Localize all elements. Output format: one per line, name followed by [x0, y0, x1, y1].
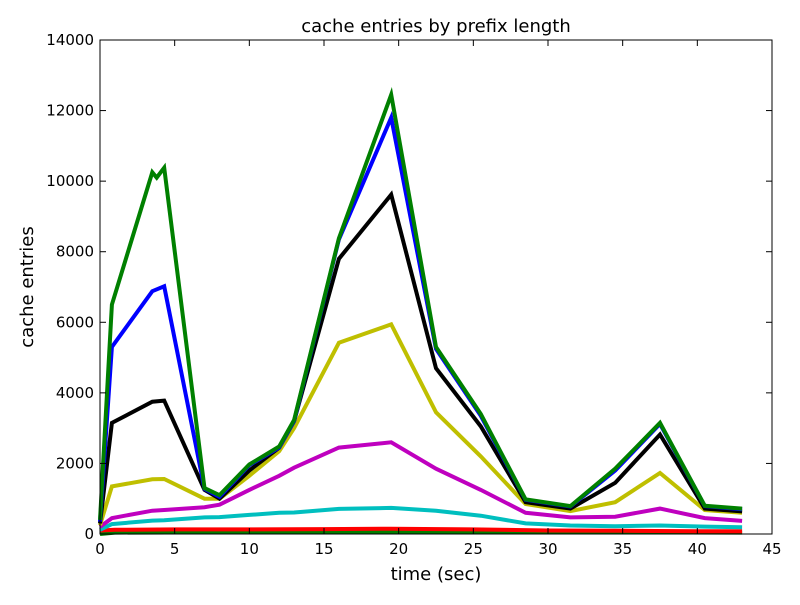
y-tick-label: 8000: [56, 243, 94, 261]
x-tick-label: 20: [389, 540, 408, 558]
y-tick-label: 10000: [46, 172, 94, 190]
y-tick-label: 12000: [46, 102, 94, 120]
series-layer: [98, 87, 743, 536]
x-tick-label: 10: [240, 540, 259, 558]
x-tick-label: 15: [314, 540, 333, 558]
x-tick-label: 5: [170, 540, 180, 558]
x-tick-label: 45: [762, 540, 781, 558]
y-tick-label: 6000: [56, 313, 94, 331]
series-line-6: [98, 190, 743, 524]
x-axis-ticks: 0 5 10 15 20 25 30 35 40 45: [95, 40, 782, 558]
series-line-4: [98, 440, 743, 529]
x-tick-label: 35: [613, 540, 632, 558]
y-axis-label: cache entries: [17, 226, 38, 347]
series-line-3: [99, 505, 743, 532]
chart-title: cache entries by prefix length: [301, 16, 571, 37]
plot-frame: [99, 39, 773, 535]
x-tick-label: 30: [538, 540, 557, 558]
y-tick-label: 14000: [46, 31, 94, 49]
plot-background: [100, 40, 772, 534]
y-tick-label: 2000: [56, 454, 94, 472]
series-line-5: [98, 321, 743, 526]
y-tick-label: 4000: [56, 384, 94, 402]
y-axis-ticks: 0 2000 4000 6000 8000 10000 12000 14000: [46, 31, 772, 543]
x-axis-label: time (sec): [391, 564, 482, 585]
x-tick-label: 25: [464, 540, 483, 558]
x-tick-label: 40: [688, 540, 707, 558]
y-tick-label: 0: [84, 525, 94, 543]
series-line-8: [98, 87, 743, 521]
x-tick-label: 0: [95, 540, 105, 558]
series-line-2: [99, 526, 743, 534]
